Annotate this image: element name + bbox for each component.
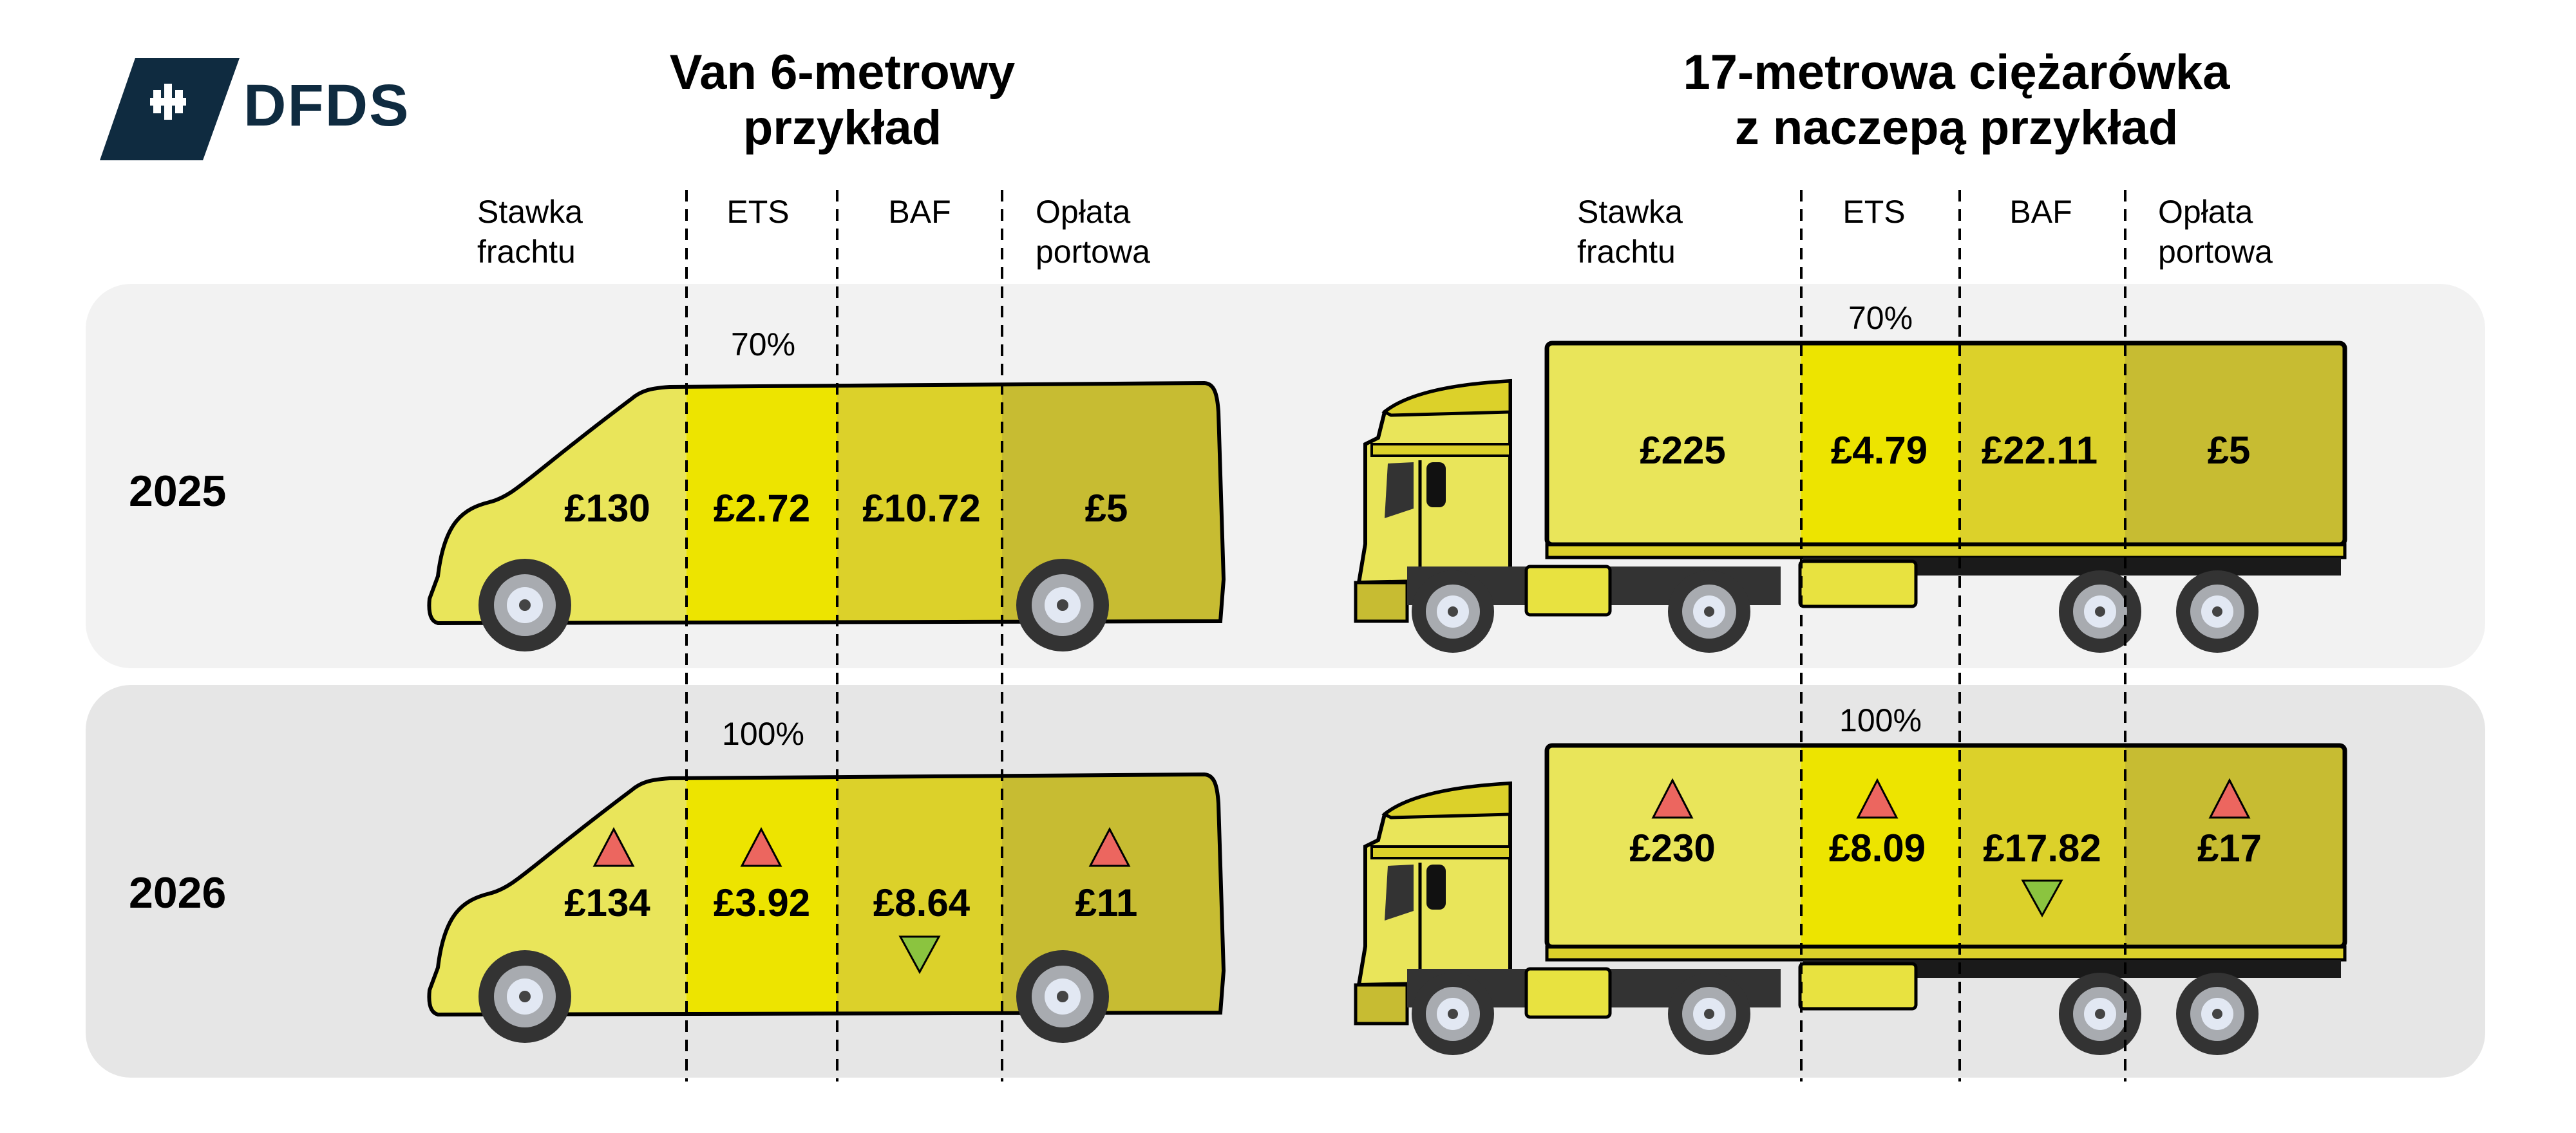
truck-2026-port: £17 [2197,827,2262,870]
van-title-line2: przykład [743,100,942,155]
trend-triangles [592,778,2251,975]
truck-header-port: Opłata portowa [2158,192,2273,272]
van-2025-ets: £2.72 [713,487,811,530]
dfds-logo [100,58,240,160]
logo-text: DFDS [243,73,410,138]
truck-title-line1: 17-metrowa ciężarówka [1683,45,2230,100]
truck-2025-freight: £225 [1640,429,1726,472]
header-line: frachtu [1577,234,1676,270]
header-line: Stawka [1577,194,1683,230]
van-title: Van 6-metrowy przykład [520,45,1164,156]
up-arrow-icon [1651,778,1694,819]
column-separators [685,190,2126,1082]
van-2025-baf: £10.72 [862,487,981,530]
van-2025-freight: £130 [564,487,650,530]
header-line: portowa [2158,234,2273,270]
van-2026-ets-pct: 100% [722,716,804,752]
truck-wheel [2059,570,2141,653]
header-line: frachtu [477,234,576,270]
van-header-freight: Stawka frachtu [477,192,583,272]
truck-2026-ets: £8.09 [1828,827,1926,870]
van-title-line1: Van 6-metrowy [669,45,1016,100]
truck-header-freight: Stawka frachtu [1577,192,1683,272]
truck-wheel [2176,570,2259,653]
van-2026-ets: £3.92 [713,881,811,924]
truck-illustration [1354,341,2347,653]
truck-2025-port: £5 [2207,429,2251,472]
van-header-ets: ETS [726,194,790,230]
truck-2026-baf: £17.82 [1983,827,2101,870]
header-line: Opłata [2158,194,2253,230]
up-arrow-icon [2208,778,2251,819]
truck-title-line2: z naczepą przykład [1734,100,2179,155]
truck-wheel [1668,570,1750,653]
truck-header-baf: BAF [2009,194,2072,230]
up-arrow-icon [1088,827,1131,867]
truck-2026-freight: £230 [1629,827,1716,870]
van-2026-freight: £134 [564,881,650,924]
truck-title: 17-metrowa ciężarówka z naczepą przykład [1634,45,2278,156]
van-rear-wheel [1016,559,1109,651]
year-2026: 2026 [129,868,227,917]
van-header-port: Opłata portowa [1036,192,1150,272]
down-arrow-icon [2021,879,2063,918]
up-arrow-icon [592,827,635,867]
header-line: Opłata [1036,194,1131,230]
down-arrow-icon [898,935,941,975]
van-front-wheel [478,559,571,651]
truck-2025-ets-pct: 70% [1848,300,1913,336]
up-arrow-icon [1856,778,1899,819]
year-2025: 2025 [129,467,227,516]
van-2025-ets-pct: 70% [730,326,796,362]
van-2026-baf: £8.64 [873,881,971,924]
up-arrow-icon [740,827,782,867]
van-2025-port: £5 [1084,487,1128,530]
truck-2025-ets: £4.79 [1830,429,1928,472]
van-2026-port: £11 [1075,881,1138,924]
truck-wheel [1412,570,1494,653]
truck-2025-baf: £22.11 [1981,429,2098,472]
truck-header-ets: ETS [1842,194,1906,230]
header-line: Stawka [477,194,583,230]
van-header-baf: BAF [888,194,951,230]
van-illustration [427,380,1226,651]
truck-2026-ets-pct: 100% [1839,702,1922,738]
header-line: portowa [1036,234,1150,270]
